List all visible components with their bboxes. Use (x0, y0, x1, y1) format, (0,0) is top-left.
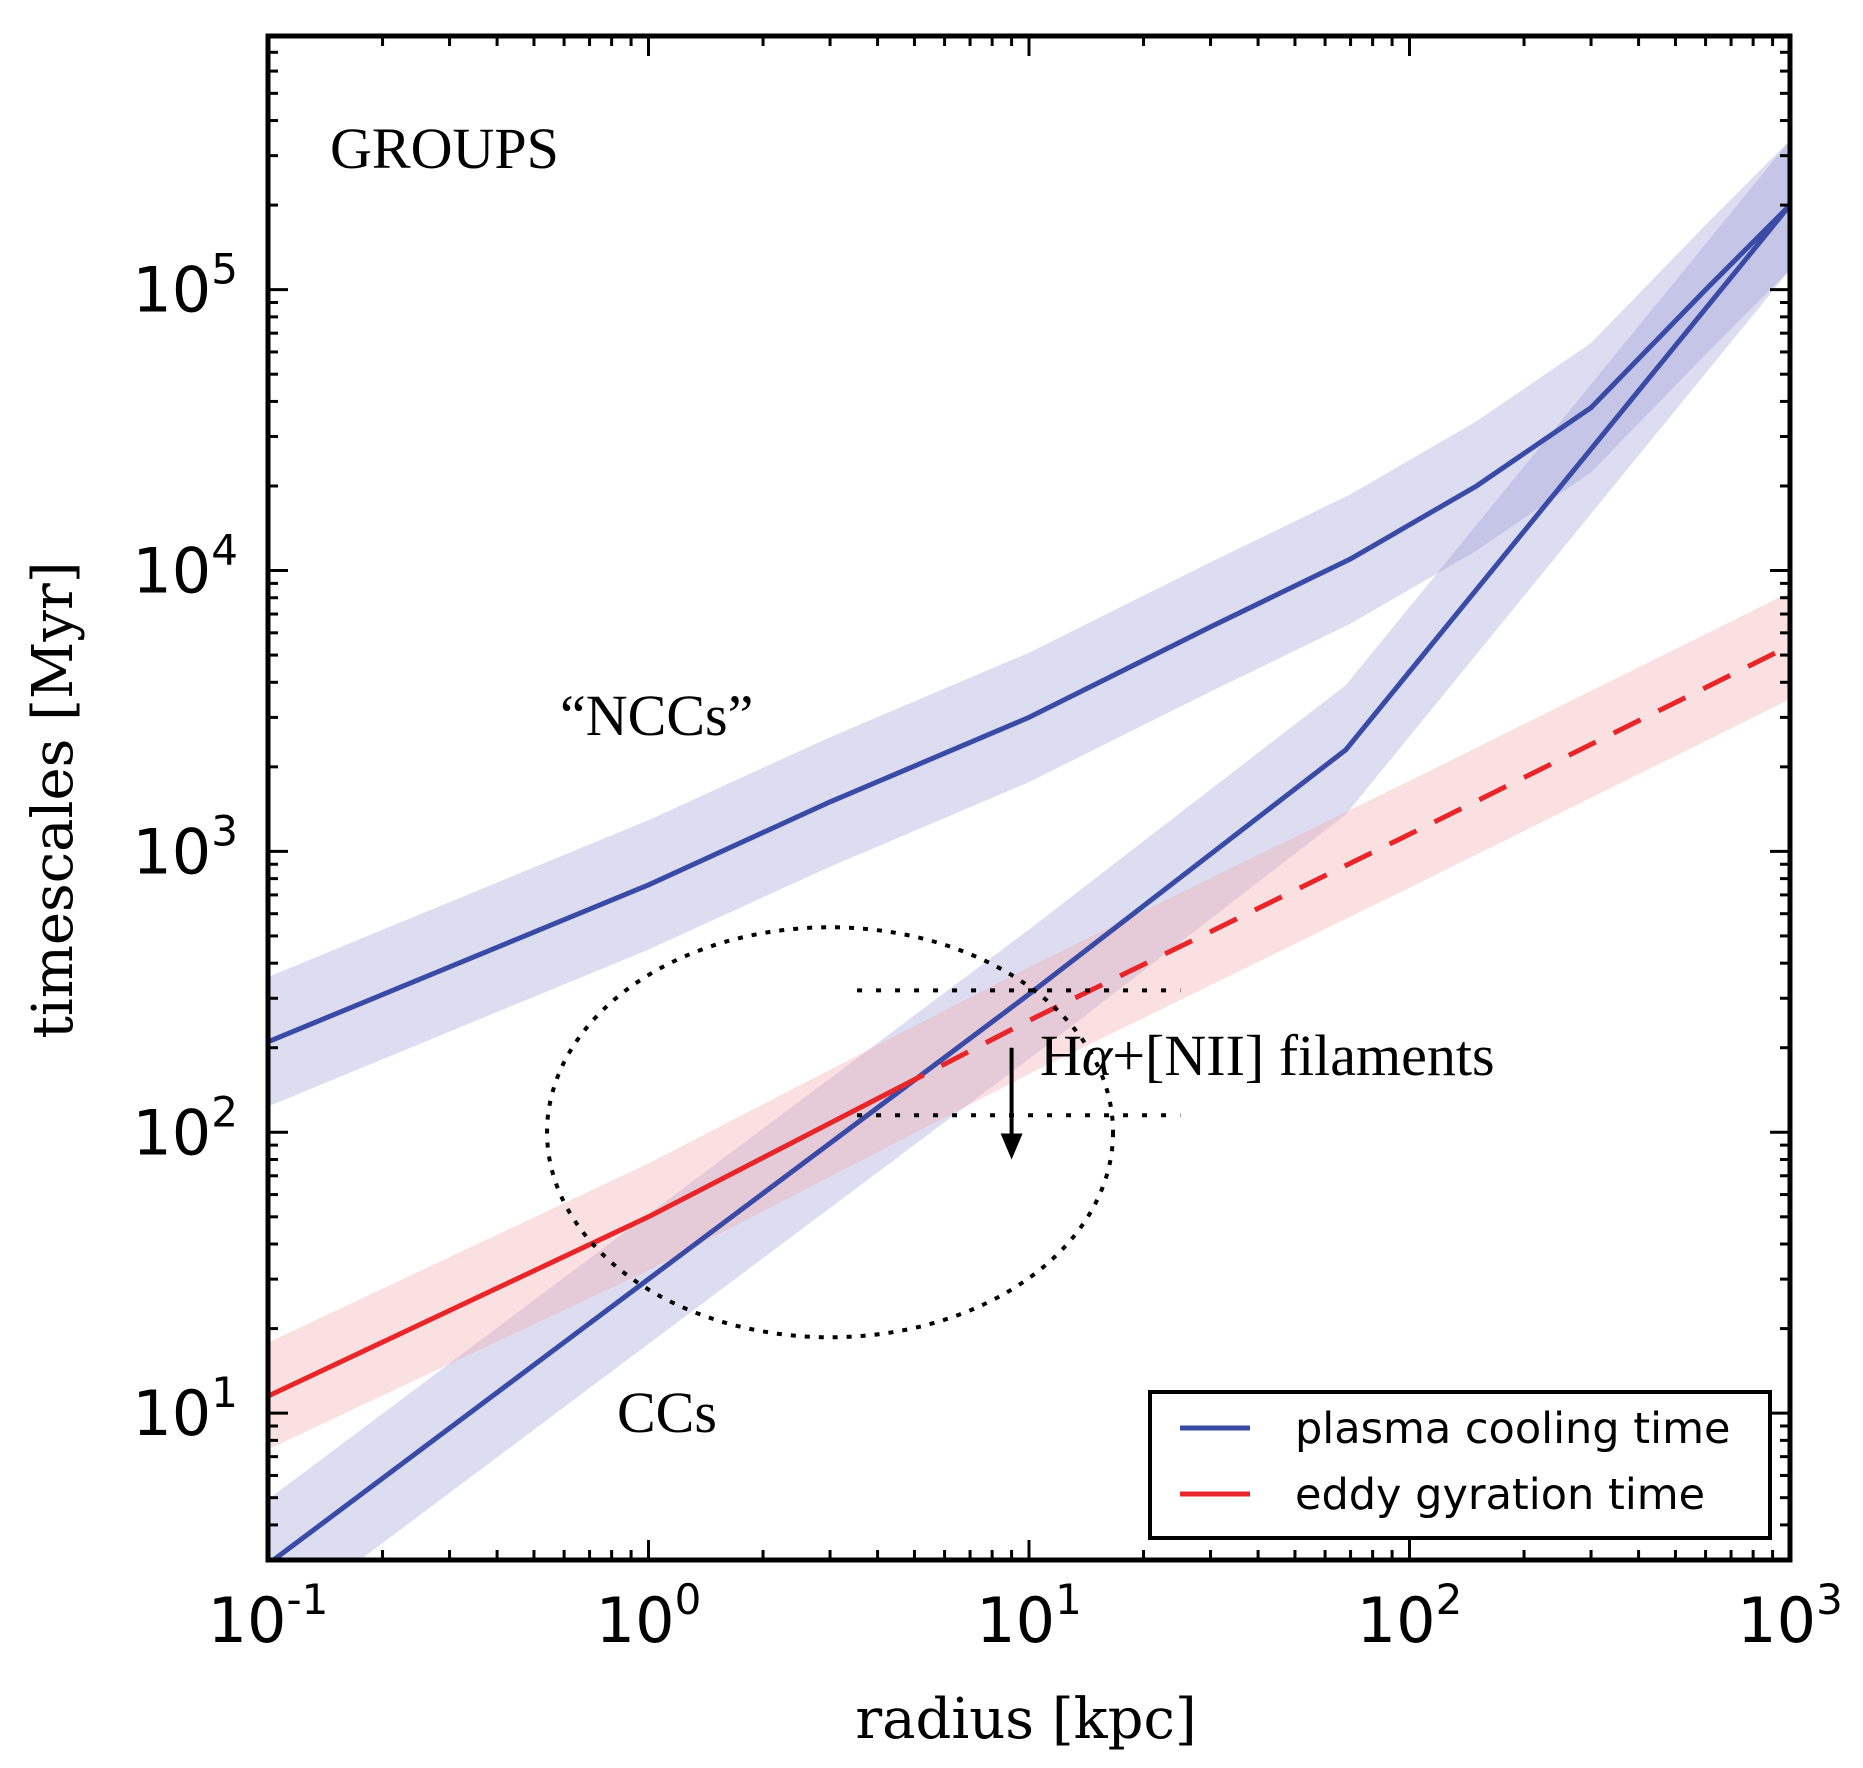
cc-ellipse (545, 925, 1116, 1340)
tick-labels: 10-1 100 101 102 103 101 102 103 104 105 (132, 245, 1842, 1657)
legend: plasma cooling time eddy gyration time (1148, 1390, 1772, 1540)
filaments-annotation: Hα+[NII] filaments (1040, 1023, 1495, 1088)
y-tick-label: 103 (132, 806, 238, 888)
x-axis-label: radius [kpc] (855, 1687, 1196, 1752)
series-line-0 (268, 203, 1790, 1045)
y-tick-label: 105 (132, 245, 238, 327)
legend-box (1148, 1390, 1772, 1540)
uncertainty-bands (268, 140, 1790, 1560)
y-tick-label: 102 (132, 1087, 238, 1169)
x-tick-label: 102 (1357, 1575, 1463, 1657)
x-tick-label: 10-1 (208, 1575, 329, 1657)
y-axis-label: timescales [Myr] (21, 561, 86, 1038)
series-lines (268, 203, 1790, 1560)
series-line-eddy-dashed (895, 643, 1790, 1091)
y-tick-label: 104 (132, 526, 238, 608)
filament-arrow-head (1000, 1133, 1023, 1160)
legend-label-eddy: eddy gyration time (1295, 1470, 1705, 1520)
series-line-1 (269, 203, 1790, 1560)
filament-region (545, 925, 1181, 1340)
plot-frame (265, 33, 1793, 1563)
nccs-annotation: “NCCs” (560, 683, 753, 748)
series-line-eddy-solid (268, 1086, 899, 1399)
band-series-1 (268, 140, 1790, 1560)
y-tick-label: 101 (132, 1368, 238, 1450)
ccs-annotation: CCs (617, 1380, 717, 1445)
band-series-0 (268, 140, 1790, 1107)
x-tick-label: 101 (976, 1575, 1082, 1657)
band-series-2 (268, 592, 1790, 1450)
groups-annotation: GROUPS (330, 116, 559, 181)
x-tick-label: 100 (596, 1575, 702, 1657)
legend-label-cooling: plasma cooling time (1295, 1404, 1730, 1454)
x-tick-label: 103 (1737, 1575, 1843, 1657)
